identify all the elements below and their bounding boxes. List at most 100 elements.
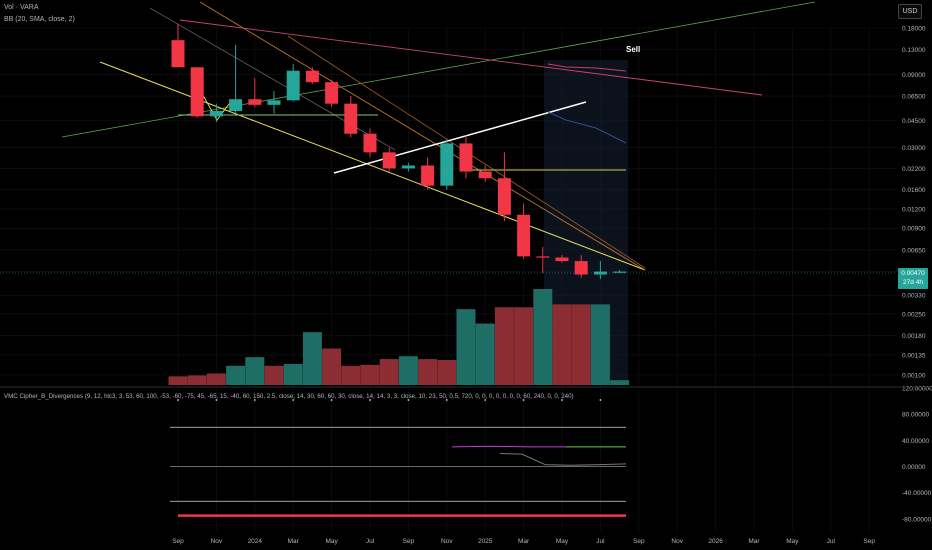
candle: [517, 203, 531, 259]
candle-body: [497, 178, 511, 215]
candle: [536, 246, 550, 274]
candle-body: [286, 70, 300, 101]
candle-body: [421, 165, 435, 186]
volume-bar: [322, 348, 342, 385]
grid-lines: [0, 27, 897, 532]
price-tick-label: 0.04500: [902, 118, 926, 125]
volume-bar: [187, 375, 207, 385]
legend-vmc-cipher[interactable]: VMC Cipher_B_Divergences (9, 12, hlc3, 3…: [4, 393, 574, 400]
candle-body: [209, 110, 223, 117]
osc-tick-label: 80.00000: [902, 412, 929, 419]
time-tick-label: Sep: [633, 538, 645, 545]
volume-bar: [360, 364, 380, 385]
volume-bar: [245, 357, 265, 385]
candle-body: [267, 100, 281, 105]
oscillator-pane: [170, 399, 627, 517]
legend-bollinger[interactable]: BB (20, SMA, close, 2): [4, 16, 75, 23]
osc-dot-marker: [330, 399, 333, 401]
time-tick-label: Sep: [172, 538, 184, 545]
candle: [421, 157, 435, 190]
candle: [478, 165, 492, 182]
price-tick-label: 0.06500: [902, 94, 926, 101]
volume-bar: [533, 289, 553, 385]
osc-series-line: [451, 445, 566, 448]
candle: [555, 255, 569, 263]
osc-tick-label: 40.00000: [902, 438, 929, 445]
time-tick-label: Mar: [518, 538, 530, 545]
price-tick-label: 0.00330: [902, 293, 926, 300]
volume-bar: [302, 332, 322, 385]
candle-body: [459, 143, 473, 172]
volume-bar: [475, 323, 495, 385]
time-tick-label: Mar: [288, 538, 300, 545]
time-axis[interactable]: Sep Nov 2024 Mar May Jul Sep Nov 2025 Mar May Jul Se…: [172, 538, 875, 545]
time-tick-label: Jul: [827, 538, 836, 545]
white-trendline: [333, 101, 587, 174]
volume-bar: [398, 356, 418, 385]
volume-bar: [264, 365, 284, 385]
candles: [171, 24, 627, 280]
candle-body: [363, 133, 377, 153]
osc-dot-marker: [484, 399, 487, 401]
candle-body: [344, 103, 358, 134]
volume-bar: [494, 307, 514, 385]
candle: [190, 67, 204, 118]
volume-bar: [226, 365, 246, 385]
price-tick-label: 0.18000: [902, 26, 926, 33]
time-tick-label: May: [556, 538, 569, 545]
candle: [574, 255, 588, 278]
price-tick-label: 0.00100: [902, 373, 926, 380]
time-tick-label: Sep: [863, 538, 875, 545]
bb-basis: [547, 111, 627, 144]
time-tick-label: 2026: [708, 538, 723, 545]
osc-dot-marker: [522, 399, 525, 401]
candle: [363, 128, 377, 158]
candle: [248, 78, 262, 108]
candle-body: [305, 70, 319, 83]
candle: [229, 44, 243, 114]
osc-tick-label: 120.00000: [902, 386, 932, 393]
price-tick-label: 0.00900: [902, 226, 926, 233]
candle: [267, 91, 281, 114]
osc-dot-marker: [445, 399, 448, 401]
candle-body: [593, 271, 607, 275]
osc-tick-label: 0.00000: [902, 464, 926, 471]
time-tick-label: May: [786, 538, 799, 545]
currency-button[interactable]: USD: [898, 4, 922, 19]
osc-dot-marker: [599, 399, 602, 401]
time-tick-label: Sep: [403, 538, 415, 545]
yellow-zigzag: [199, 89, 233, 121]
pink-trendline: [179, 19, 763, 96]
candle: [325, 79, 339, 108]
candle: [286, 64, 300, 102]
candle: [497, 152, 511, 222]
candle: [593, 261, 607, 280]
candle-body: [229, 99, 243, 111]
candle: [440, 139, 454, 190]
volume-bar: [571, 304, 591, 385]
candle-body: [613, 271, 627, 273]
price-tick-label: 0.01200: [902, 206, 926, 213]
candle-body: [574, 261, 588, 275]
candle: [613, 270, 627, 274]
price-axis[interactable]: 0.18000 0.13000 0.09000 0.06500 0.04500 0.030…: [902, 26, 926, 380]
time-tick-label: 2025: [478, 538, 493, 545]
legend-volume[interactable]: Vol · VARA: [4, 4, 39, 11]
osc-tick-label: -80.00000: [902, 516, 932, 523]
osc-series-line: [499, 452, 627, 466]
osc-dot-marker: [292, 399, 295, 401]
volume-bar: [552, 304, 572, 385]
candle: [171, 24, 185, 68]
candle: [382, 147, 396, 172]
candle-body: [517, 214, 531, 257]
osc-dot-marker: [215, 399, 218, 401]
oscillator-axis[interactable]: 120.00000 80.00000 40.00000 0.00000 -40.0000…: [902, 386, 932, 524]
time-tick-label: 2024: [248, 538, 263, 545]
current-price-countdown: 27d 4h: [903, 279, 923, 286]
gray-trendline: [149, 7, 396, 151]
time-tick-label: Nov: [211, 538, 223, 545]
price-tick-label: 0.00135: [902, 352, 926, 359]
time-tick-label: Mar: [748, 538, 760, 545]
candle: [344, 96, 358, 138]
